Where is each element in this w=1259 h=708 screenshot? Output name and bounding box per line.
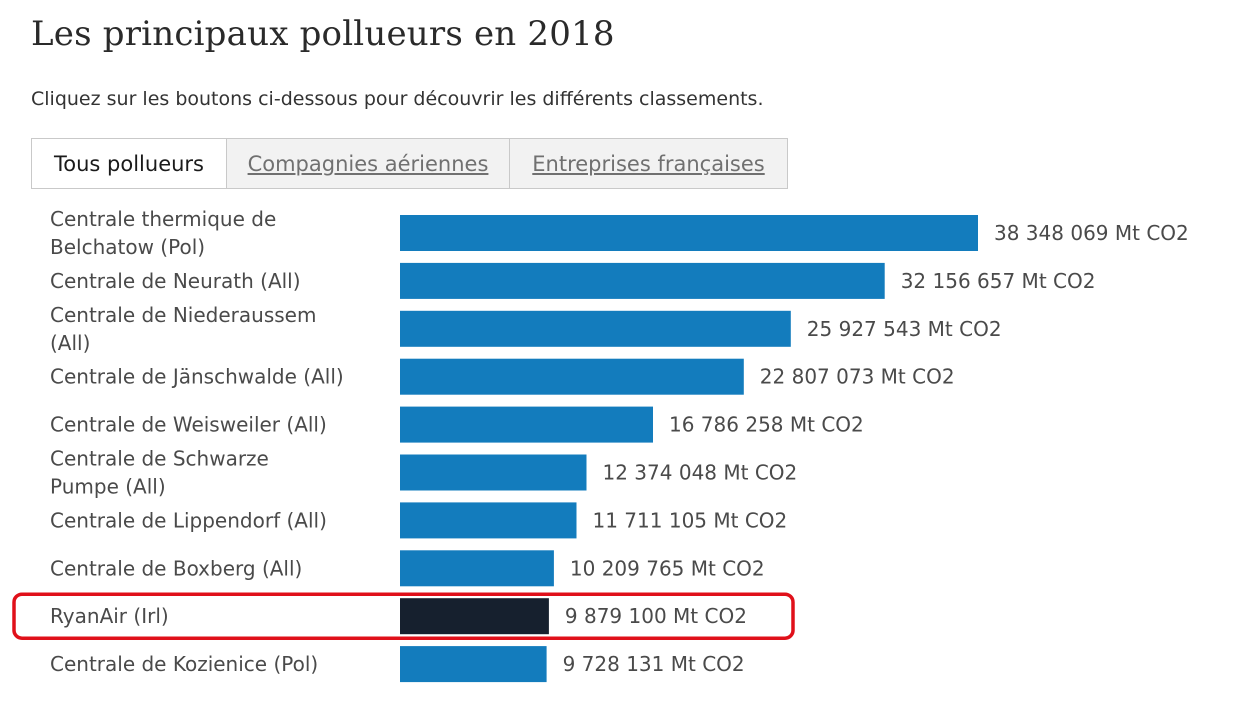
category-label-0: Centrale thermique de Belchatow (Pol) bbox=[50, 207, 276, 259]
category-label-6: Centrale de Lippendorf (All) bbox=[50, 508, 327, 532]
category-label-line: RyanAir (Irl) bbox=[50, 604, 169, 628]
bar-2 bbox=[400, 310, 791, 347]
page-title: Les principaux pollueurs en 2018 bbox=[31, 14, 615, 54]
tab-compagnies-aeriennes[interactable]: Compagnies aériennes bbox=[227, 138, 510, 189]
bar-6 bbox=[400, 502, 577, 539]
page-subtitle: Cliquez sur les boutons ci-dessous pour … bbox=[31, 88, 764, 110]
bar-3 bbox=[400, 358, 744, 395]
category-label-line: Centrale de Schwarze bbox=[50, 447, 269, 471]
value-label-2: 25 927 543 Mt CO2 bbox=[807, 317, 1002, 341]
category-label-3: Centrale de Jänschwalde (All) bbox=[50, 365, 344, 389]
category-label-8: RyanAir (Irl) bbox=[50, 604, 169, 628]
category-label-line: Centrale de Niederaussem bbox=[50, 303, 316, 327]
bar-4 bbox=[400, 406, 653, 443]
bar-5 bbox=[400, 454, 587, 491]
tab-tous-pollueurs[interactable]: Tous pollueurs bbox=[31, 138, 227, 189]
value-label-8: 9 879 100 Mt CO2 bbox=[565, 604, 747, 628]
value-label-3: 22 807 073 Mt CO2 bbox=[760, 365, 955, 389]
bar-8 bbox=[400, 598, 549, 635]
ranking-tabs: Tous pollueurs Compagnies aériennes Entr… bbox=[31, 138, 788, 191]
value-label-7: 10 209 765 Mt CO2 bbox=[570, 556, 765, 580]
category-label-line: Centrale de Neurath (All) bbox=[50, 269, 301, 293]
value-label-4: 16 786 258 Mt CO2 bbox=[669, 413, 864, 437]
category-label-line: Centrale de Boxberg (All) bbox=[50, 556, 302, 580]
value-label-0: 38 348 069 Mt CO2 bbox=[994, 221, 1189, 245]
category-label-7: Centrale de Boxberg (All) bbox=[50, 556, 302, 580]
bar-1 bbox=[400, 262, 885, 299]
category-label-line: Belchatow (Pol) bbox=[50, 235, 205, 259]
tab-entreprises-francaises[interactable]: Entreprises françaises bbox=[510, 138, 788, 189]
value-label-6: 11 711 105 Mt CO2 bbox=[593, 508, 788, 532]
category-label-line: Centrale de Weisweiler (All) bbox=[50, 413, 327, 437]
category-label-line: Centrale thermique de bbox=[50, 207, 276, 231]
category-label-2: Centrale de Niederaussem (All) bbox=[50, 303, 316, 355]
bar-0 bbox=[400, 215, 978, 251]
category-label-line: Centrale de Lippendorf (All) bbox=[50, 508, 327, 532]
highlight-frame bbox=[12, 592, 795, 640]
value-label-1: 32 156 657 Mt CO2 bbox=[901, 269, 1096, 293]
value-label-9: 9 728 131 Mt CO2 bbox=[563, 652, 745, 676]
category-label-4: Centrale de Weisweiler (All) bbox=[50, 413, 327, 437]
category-label-line: Centrale de Jänschwalde (All) bbox=[50, 365, 344, 389]
category-label-line: Centrale de Kozienice (Pol) bbox=[50, 652, 318, 676]
bar-7 bbox=[400, 550, 554, 587]
category-label-line: (All) bbox=[50, 331, 90, 355]
category-label-1: Centrale de Neurath (All) bbox=[50, 269, 301, 293]
value-label-5: 12 374 048 Mt CO2 bbox=[603, 461, 798, 485]
category-label-line: Pumpe (All) bbox=[50, 475, 166, 499]
category-label-9: Centrale de Kozienice (Pol) bbox=[50, 652, 318, 676]
bar-9 bbox=[400, 646, 547, 683]
category-label-5: Centrale de Schwarze Pumpe (All) bbox=[50, 447, 269, 499]
